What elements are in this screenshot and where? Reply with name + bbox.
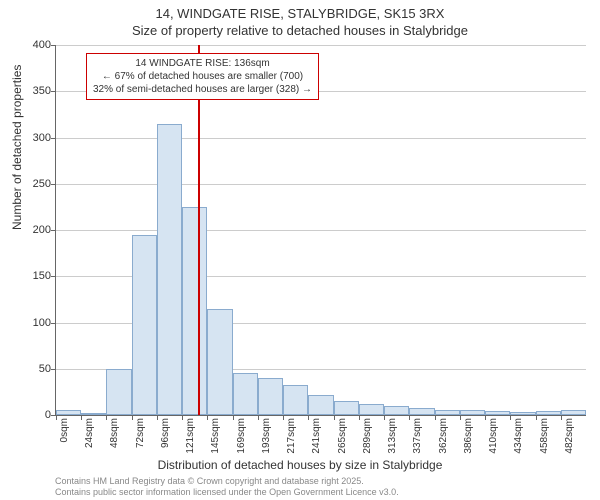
annotation-line3: 32% of semi-detached houses are larger (… xyxy=(93,83,312,96)
x-tick-label: 217sqm xyxy=(286,418,297,454)
annotation-line1: 14 WINDGATE RISE: 136sqm xyxy=(93,57,312,70)
y-tick-mark xyxy=(51,230,56,231)
histogram-bar xyxy=(460,410,485,415)
plot-area: 0501001502002503003504000sqm24sqm48sqm72… xyxy=(55,45,586,416)
x-tick-mark xyxy=(308,415,309,420)
y-tick-label: 100 xyxy=(33,317,51,329)
x-tick-label: 241sqm xyxy=(311,418,322,454)
x-tick-label: 313sqm xyxy=(387,418,398,454)
x-tick-label: 72sqm xyxy=(135,418,146,448)
y-tick-label: 150 xyxy=(33,270,51,282)
x-tick-mark xyxy=(510,415,511,420)
x-tick-label: 265sqm xyxy=(337,418,348,454)
x-tick-label: 145sqm xyxy=(210,418,221,454)
y-tick-mark xyxy=(51,45,56,46)
histogram-bar xyxy=(536,411,561,415)
histogram-bar xyxy=(207,309,232,415)
x-tick-mark xyxy=(536,415,537,420)
x-tick-mark xyxy=(56,415,57,420)
x-tick-mark xyxy=(283,415,284,420)
chart-container: 14, WINDGATE RISE, STALYBRIDGE, SK15 3RX… xyxy=(0,0,600,500)
x-tick-mark xyxy=(334,415,335,420)
y-tick-label: 50 xyxy=(39,363,51,375)
chart-title-main: 14, WINDGATE RISE, STALYBRIDGE, SK15 3RX xyxy=(0,6,600,21)
y-tick-label: 350 xyxy=(33,85,51,97)
x-tick-label: 96sqm xyxy=(160,418,171,448)
histogram-bar xyxy=(510,412,535,415)
y-tick-label: 200 xyxy=(33,224,51,236)
y-tick-label: 0 xyxy=(45,409,51,421)
x-tick-mark xyxy=(561,415,562,420)
y-tick-mark xyxy=(51,91,56,92)
grid-line xyxy=(56,184,586,185)
y-tick-mark xyxy=(51,138,56,139)
x-tick-label: 362sqm xyxy=(438,418,449,454)
x-tick-mark xyxy=(233,415,234,420)
annotation-box: 14 WINDGATE RISE: 136sqm← 67% of detache… xyxy=(86,53,319,100)
x-tick-mark xyxy=(207,415,208,420)
histogram-bar xyxy=(258,378,283,415)
histogram-bar xyxy=(409,408,434,415)
x-tick-mark xyxy=(485,415,486,420)
reference-line xyxy=(198,45,200,415)
footer-line2: Contains public sector information licen… xyxy=(55,487,399,498)
y-tick-mark xyxy=(51,323,56,324)
grid-line xyxy=(56,45,586,46)
histogram-bar xyxy=(182,207,207,415)
x-tick-label: 386sqm xyxy=(463,418,474,454)
histogram-bar xyxy=(308,395,333,415)
x-tick-label: 48sqm xyxy=(109,418,120,448)
histogram-bar xyxy=(106,369,131,415)
y-axis-label: Number of detached properties xyxy=(10,65,24,230)
histogram-bar xyxy=(561,410,586,415)
histogram-bar xyxy=(233,373,258,415)
x-tick-mark xyxy=(359,415,360,420)
chart-title-sub: Size of property relative to detached ho… xyxy=(0,23,600,38)
y-tick-label: 300 xyxy=(33,132,51,144)
histogram-bar xyxy=(435,410,460,415)
histogram-bar xyxy=(283,385,308,415)
grid-line xyxy=(56,138,586,139)
histogram-bar xyxy=(384,406,409,415)
histogram-bar xyxy=(81,413,106,415)
x-tick-mark xyxy=(132,415,133,420)
x-tick-label: 24sqm xyxy=(84,418,95,448)
x-tick-mark xyxy=(81,415,82,420)
histogram-bar xyxy=(157,124,182,415)
x-axis-label: Distribution of detached houses by size … xyxy=(0,458,600,472)
grid-line xyxy=(56,230,586,231)
x-tick-mark xyxy=(258,415,259,420)
x-tick-mark xyxy=(435,415,436,420)
y-tick-label: 250 xyxy=(33,178,51,190)
footer-line1: Contains HM Land Registry data © Crown c… xyxy=(55,476,399,487)
x-tick-label: 410sqm xyxy=(488,418,499,454)
histogram-bar xyxy=(359,404,384,415)
y-tick-mark xyxy=(51,369,56,370)
x-tick-mark xyxy=(106,415,107,420)
y-tick-label: 400 xyxy=(33,39,51,51)
x-tick-label: 169sqm xyxy=(236,418,247,454)
histogram-bar xyxy=(485,411,510,415)
x-tick-label: 289sqm xyxy=(362,418,373,454)
x-tick-mark xyxy=(182,415,183,420)
histogram-bar xyxy=(56,410,81,415)
x-tick-mark xyxy=(384,415,385,420)
y-tick-mark xyxy=(51,184,56,185)
annotation-line2: ← 67% of detached houses are smaller (70… xyxy=(93,70,312,83)
x-tick-label: 458sqm xyxy=(539,418,550,454)
x-tick-label: 434sqm xyxy=(513,418,524,454)
histogram-bar xyxy=(334,401,359,415)
x-tick-label: 482sqm xyxy=(564,418,575,454)
x-tick-label: 0sqm xyxy=(59,418,70,442)
x-tick-label: 337sqm xyxy=(412,418,423,454)
footer: Contains HM Land Registry data © Crown c… xyxy=(55,476,399,498)
x-tick-mark xyxy=(157,415,158,420)
x-tick-label: 193sqm xyxy=(261,418,272,454)
x-tick-mark xyxy=(409,415,410,420)
histogram-bar xyxy=(132,235,157,415)
x-tick-label: 121sqm xyxy=(185,418,196,454)
y-tick-mark xyxy=(51,276,56,277)
x-tick-mark xyxy=(460,415,461,420)
